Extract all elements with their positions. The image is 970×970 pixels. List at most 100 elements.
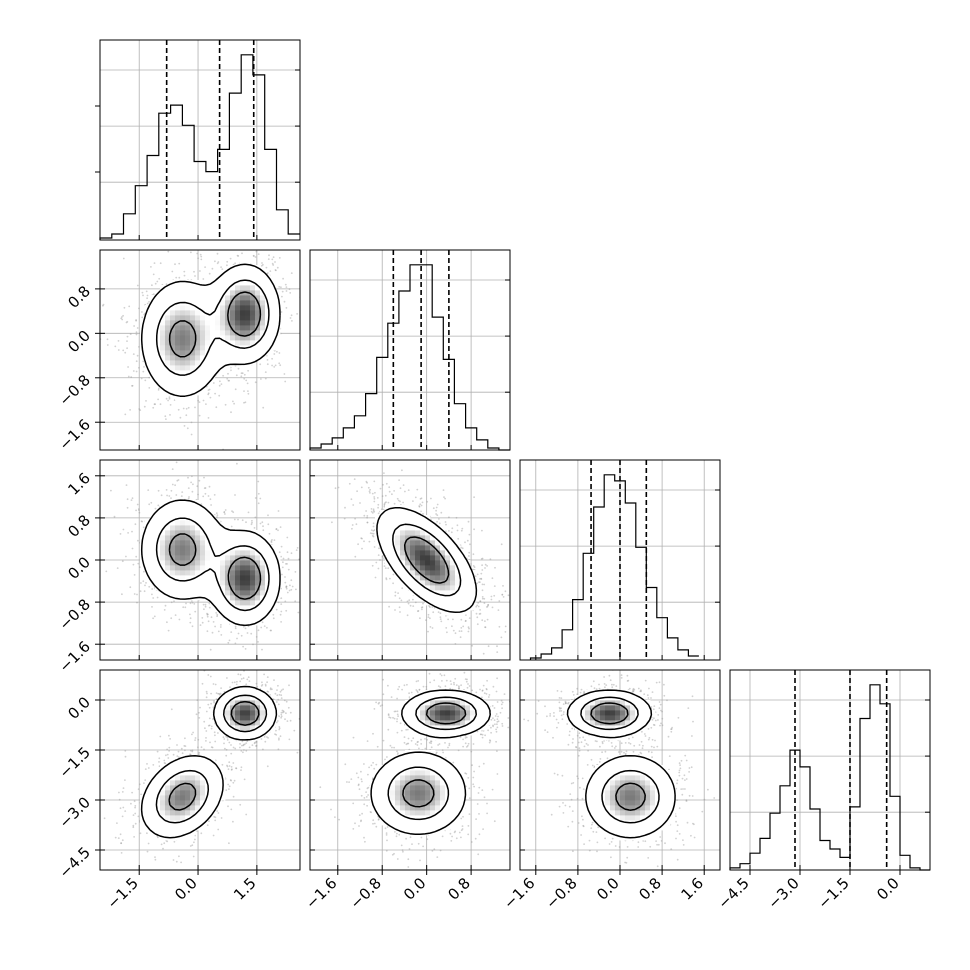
density-cell (230, 565, 236, 571)
density-cell (245, 350, 251, 356)
scatter-point (486, 605, 489, 608)
density-cell (205, 515, 211, 521)
scatter-point (129, 586, 132, 589)
density-cell (235, 555, 241, 561)
scatter-point (348, 482, 351, 485)
contour-line (155, 279, 270, 376)
density-cell (190, 585, 196, 591)
density-cell (225, 550, 231, 556)
scatter-point (375, 561, 378, 564)
scatter-point (150, 501, 153, 504)
scatter-point (190, 600, 193, 602)
hist-panel-1 (309, 249, 511, 451)
scatter-point (173, 600, 175, 603)
scatter-point (126, 320, 129, 323)
density-cell (175, 280, 181, 286)
density-cell (150, 300, 156, 306)
scatter-point (183, 274, 186, 277)
scatter-point (400, 599, 403, 602)
density-cell (250, 335, 256, 341)
density-cell (210, 580, 216, 586)
scatter-point (491, 577, 494, 580)
density-fill (140, 500, 281, 626)
density-cell (245, 530, 251, 536)
density-cell (210, 570, 216, 576)
scatter-point (294, 600, 297, 603)
density-cell (265, 580, 271, 586)
density-cell (165, 325, 171, 331)
density-cell (275, 585, 281, 591)
scatter-point (373, 510, 376, 513)
density-cell (175, 585, 181, 591)
density-cell (255, 575, 261, 581)
scatter-point (372, 532, 375, 535)
scatter-point (468, 617, 471, 619)
density-cell (175, 340, 181, 346)
scatter-point (397, 499, 400, 502)
density-cell (165, 535, 171, 541)
density-cell (220, 545, 226, 551)
scatter-point (371, 534, 374, 537)
density-cell (240, 320, 246, 326)
scatter-point (468, 551, 471, 554)
scatter-point (219, 380, 221, 383)
scatter-point (121, 560, 124, 563)
density-cell (195, 520, 201, 526)
density-cell (190, 360, 196, 366)
contour-line (155, 517, 270, 612)
scatter-point (276, 350, 278, 353)
density-cell (180, 530, 186, 536)
density-cell (240, 600, 246, 606)
density-cell (265, 555, 271, 561)
density-cell (270, 565, 276, 571)
scatter-point (285, 563, 287, 565)
density-cell (240, 275, 246, 281)
density-cell (205, 365, 211, 371)
scatter-point (141, 520, 144, 523)
scatter-point (223, 511, 226, 513)
density-cell (165, 575, 171, 581)
scatter-point (262, 263, 264, 266)
scatter-point (234, 627, 237, 630)
density-cell (190, 340, 196, 346)
density-cell (175, 345, 181, 351)
density-cell (175, 580, 181, 586)
density-cell (215, 360, 221, 366)
scatter-point (135, 333, 138, 336)
density-cell (225, 565, 231, 571)
scatter-point (223, 511, 226, 514)
density-cell (160, 550, 166, 556)
density-cell (160, 585, 166, 591)
density-cell (215, 305, 221, 311)
density-cell (170, 565, 176, 571)
scatter-point (203, 487, 206, 489)
density-cell (170, 315, 176, 321)
density-cell (235, 355, 241, 361)
density-cell (180, 305, 186, 311)
scatter-point (230, 411, 232, 414)
scatter-point (304, 607, 306, 609)
scatter-point (218, 394, 221, 397)
density-cell (165, 330, 171, 336)
density-cell (225, 360, 231, 366)
density-cell (215, 535, 221, 541)
density-cell (270, 320, 276, 326)
scatter-point (117, 340, 120, 342)
density-cell (270, 550, 276, 556)
scatter-point (479, 609, 481, 611)
scatter-point (202, 278, 205, 280)
density-cell (215, 300, 221, 306)
density-cell (255, 595, 261, 601)
density-cell (240, 565, 246, 571)
density-cell (180, 585, 186, 591)
density-cell (260, 295, 266, 301)
density-cell (170, 515, 176, 521)
scatter-point (280, 603, 283, 605)
density-cell (210, 335, 216, 341)
scatter-point (124, 413, 127, 416)
scatter-point (464, 619, 467, 622)
scatter-point (135, 360, 138, 363)
scatter-point (194, 275, 196, 277)
scatter-point (243, 390, 245, 392)
density-cell (255, 310, 261, 316)
